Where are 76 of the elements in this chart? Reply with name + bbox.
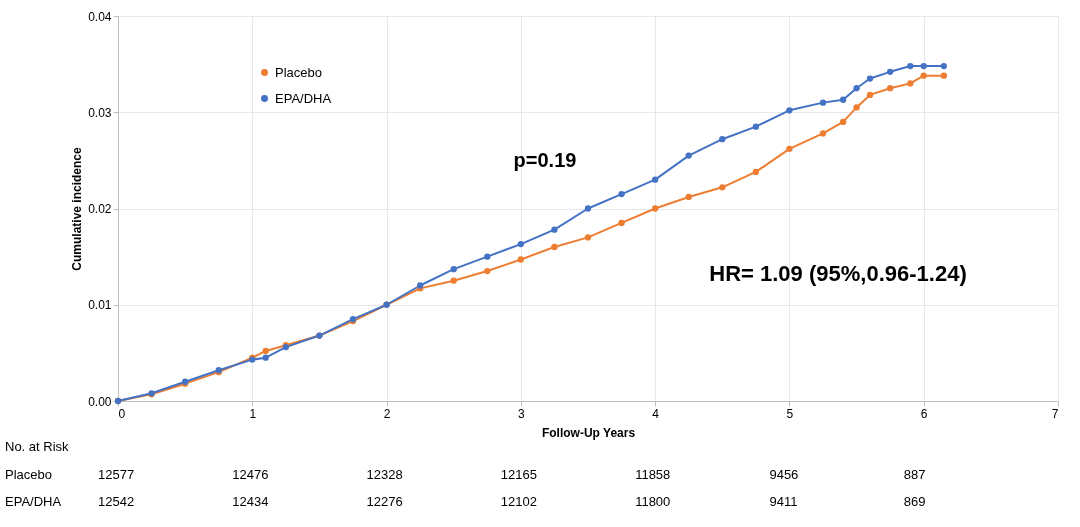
x-tick-label: 0 bbox=[118, 406, 126, 421]
point bbox=[940, 62, 948, 70]
point bbox=[853, 104, 860, 111]
point bbox=[907, 80, 914, 87]
point bbox=[484, 253, 491, 260]
y-tick-label: 0.00 bbox=[88, 394, 112, 409]
text: 12328 bbox=[366, 467, 403, 482]
point bbox=[685, 152, 692, 159]
point bbox=[262, 354, 269, 361]
point bbox=[517, 256, 525, 263]
point bbox=[719, 184, 726, 191]
point bbox=[584, 234, 592, 241]
y-tick-label: 0.03 bbox=[88, 105, 112, 120]
point bbox=[651, 205, 659, 212]
point bbox=[907, 62, 914, 70]
text: 12165 bbox=[500, 467, 538, 482]
point bbox=[651, 176, 659, 183]
point bbox=[786, 145, 793, 152]
point bbox=[551, 243, 558, 251]
text: No. at Risk bbox=[5, 439, 70, 454]
text: 12577 bbox=[98, 467, 135, 482]
legend-label: Placebo bbox=[275, 64, 322, 80]
text: 9411 bbox=[769, 494, 798, 509]
point bbox=[920, 62, 927, 70]
point bbox=[886, 85, 894, 92]
text: 12542 bbox=[98, 494, 135, 509]
text: 11800 bbox=[635, 494, 671, 509]
legend-label: EPA/DHA bbox=[275, 90, 332, 106]
y-tick-label: 0.02 bbox=[88, 202, 112, 216]
text: 11858 bbox=[635, 467, 671, 482]
text: EPA/DHA bbox=[5, 494, 62, 509]
x-axis-title: Follow-Up Years bbox=[541, 425, 636, 440]
point bbox=[866, 91, 874, 99]
text: Placebo bbox=[5, 467, 52, 482]
point bbox=[866, 75, 874, 82]
point bbox=[839, 96, 847, 103]
y-axis-title: Cumulative incidence bbox=[70, 146, 85, 271]
point bbox=[819, 130, 827, 137]
x-tick-label: 5 bbox=[786, 406, 794, 421]
text: 869 bbox=[903, 494, 926, 509]
point bbox=[786, 107, 793, 114]
text: 12434 bbox=[232, 494, 269, 509]
point bbox=[450, 277, 457, 284]
point bbox=[886, 68, 894, 75]
annotation: HR= 1.09 (95%,0.96-1.24) bbox=[709, 261, 967, 286]
x-tick-label: 2 bbox=[383, 406, 391, 421]
point bbox=[752, 123, 760, 130]
point bbox=[853, 85, 860, 92]
point bbox=[618, 190, 625, 198]
point bbox=[819, 99, 827, 106]
point bbox=[517, 240, 525, 248]
point bbox=[685, 193, 692, 201]
point bbox=[940, 72, 948, 79]
text: 12476 bbox=[232, 467, 269, 482]
x-tick-label: 3 bbox=[518, 406, 526, 421]
x-tick-label: 1 bbox=[249, 406, 257, 421]
point bbox=[450, 265, 457, 273]
point bbox=[920, 72, 927, 79]
annotation: p=0.19 bbox=[513, 149, 577, 171]
text: 9456 bbox=[769, 467, 799, 482]
text: 887 bbox=[903, 467, 926, 482]
y-tick-label: 0.01 bbox=[88, 298, 112, 313]
x-tick-label: 4 bbox=[652, 406, 660, 421]
point bbox=[262, 347, 269, 355]
text: 12102 bbox=[500, 494, 538, 509]
point bbox=[839, 118, 847, 126]
x-tick-label: 6 bbox=[920, 406, 928, 421]
point bbox=[618, 219, 625, 227]
x-tick-label: 7 bbox=[1051, 406, 1059, 421]
point bbox=[719, 136, 726, 143]
point bbox=[584, 205, 592, 212]
point bbox=[484, 267, 491, 275]
point bbox=[551, 226, 558, 233]
y-tick-label: 0.04 bbox=[88, 9, 112, 24]
text: 12276 bbox=[366, 494, 403, 509]
point bbox=[752, 168, 760, 176]
